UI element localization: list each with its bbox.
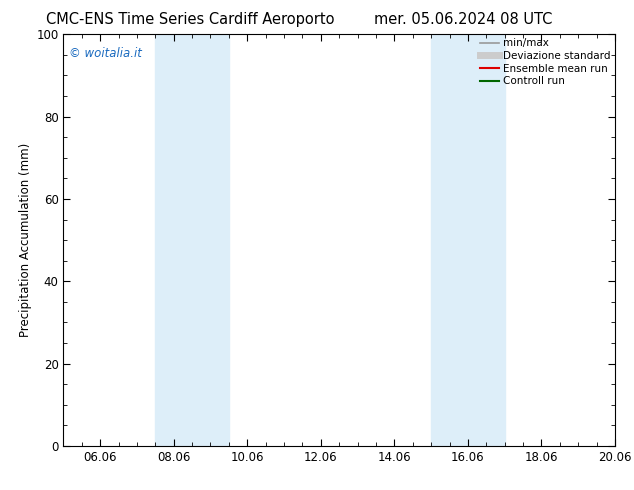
Y-axis label: Precipitation Accumulation (mm): Precipitation Accumulation (mm): [19, 143, 32, 337]
Bar: [431, 34, 505, 446]
Text: CMC-ENS Time Series Cardiff Aeroporto: CMC-ENS Time Series Cardiff Aeroporto: [46, 12, 335, 27]
Bar: [155, 34, 229, 446]
Text: mer. 05.06.2024 08 UTC: mer. 05.06.2024 08 UTC: [373, 12, 552, 27]
Legend: min/max, Deviazione standard, Ensemble mean run, Controll run: min/max, Deviazione standard, Ensemble m…: [478, 36, 613, 88]
Text: © woitalia.it: © woitalia.it: [69, 47, 142, 60]
